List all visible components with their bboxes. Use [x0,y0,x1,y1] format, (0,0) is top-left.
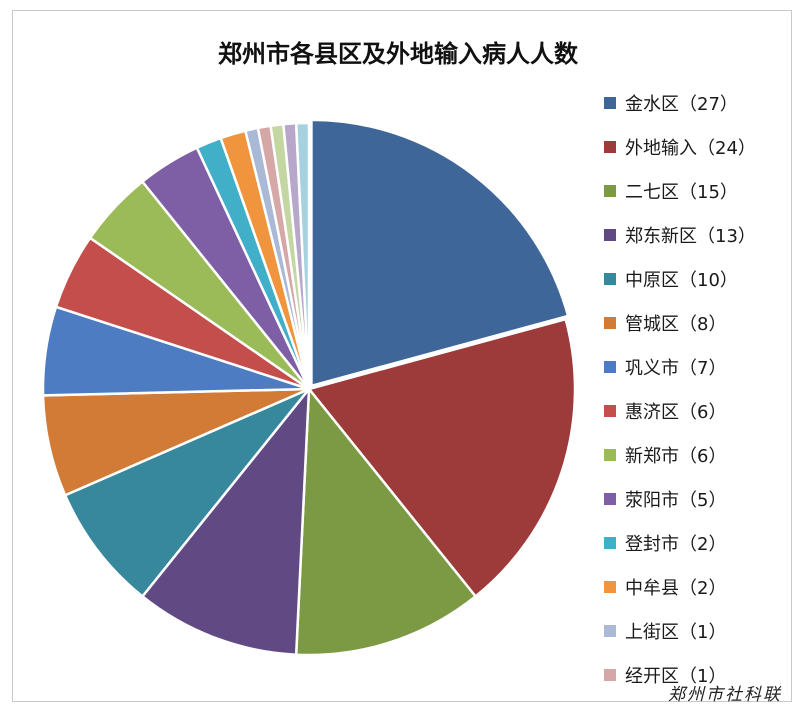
legend-label-8: 新郑市（6） [625,446,726,467]
legend-swatch-10 [604,537,616,549]
legend-swatch-7 [604,405,616,417]
watermark: 郑州市社科联 [668,685,782,705]
pie-slice-2 [294,385,478,657]
legend-swatch-6 [604,361,616,373]
pie-slice-0 [310,118,570,388]
legend-label-0: 金水区（27） [625,94,738,115]
pie-slice-16 [294,121,311,390]
legend-label-1: 外地输入（24） [625,138,756,159]
legend-label-9: 荥阳市（5） [625,490,726,511]
legend-swatch-1 [604,141,616,153]
legend-swatch-11 [604,581,616,593]
chart-title: 郑州市各县区及外地输入病人人数 [218,40,579,68]
legend-swatch-2 [604,185,616,197]
legend-label-2: 二七区（15） [625,182,738,203]
legend-label-7: 惠济区（6） [625,402,726,423]
legend-swatch-0 [604,97,616,109]
legend-swatch-9 [604,493,616,505]
legend-swatch-13 [604,669,616,681]
legend-swatch-5 [604,317,616,329]
legend-label-13: 经开区（1） [625,666,726,687]
legend-label-5: 管城区（8） [625,314,726,335]
legend-swatch-3 [604,229,616,241]
pie-slice-1 [306,317,577,599]
pie-slice-3 [140,385,311,656]
legend-label-6: 巩义市（7） [625,358,726,379]
legend-swatch-12 [604,625,616,637]
legend-label-12: 上街区（1） [625,622,726,643]
legend-label-10: 登封市（2） [625,534,726,555]
pie-slices [41,118,577,657]
legend-label-4: 中原区（10） [625,270,738,291]
pie-slice-4 [63,387,310,599]
legend-swatch-8 [604,449,616,461]
legend-label-11: 中牟县（2） [625,578,726,599]
legend-swatch-4 [604,273,616,285]
legend-label-3: 郑东新区（13） [625,226,756,247]
legend: 金水区（27） 外地输入（24） 二七区（15） 郑东新区（13） 中原区（10） 管城区… [604,94,756,687]
